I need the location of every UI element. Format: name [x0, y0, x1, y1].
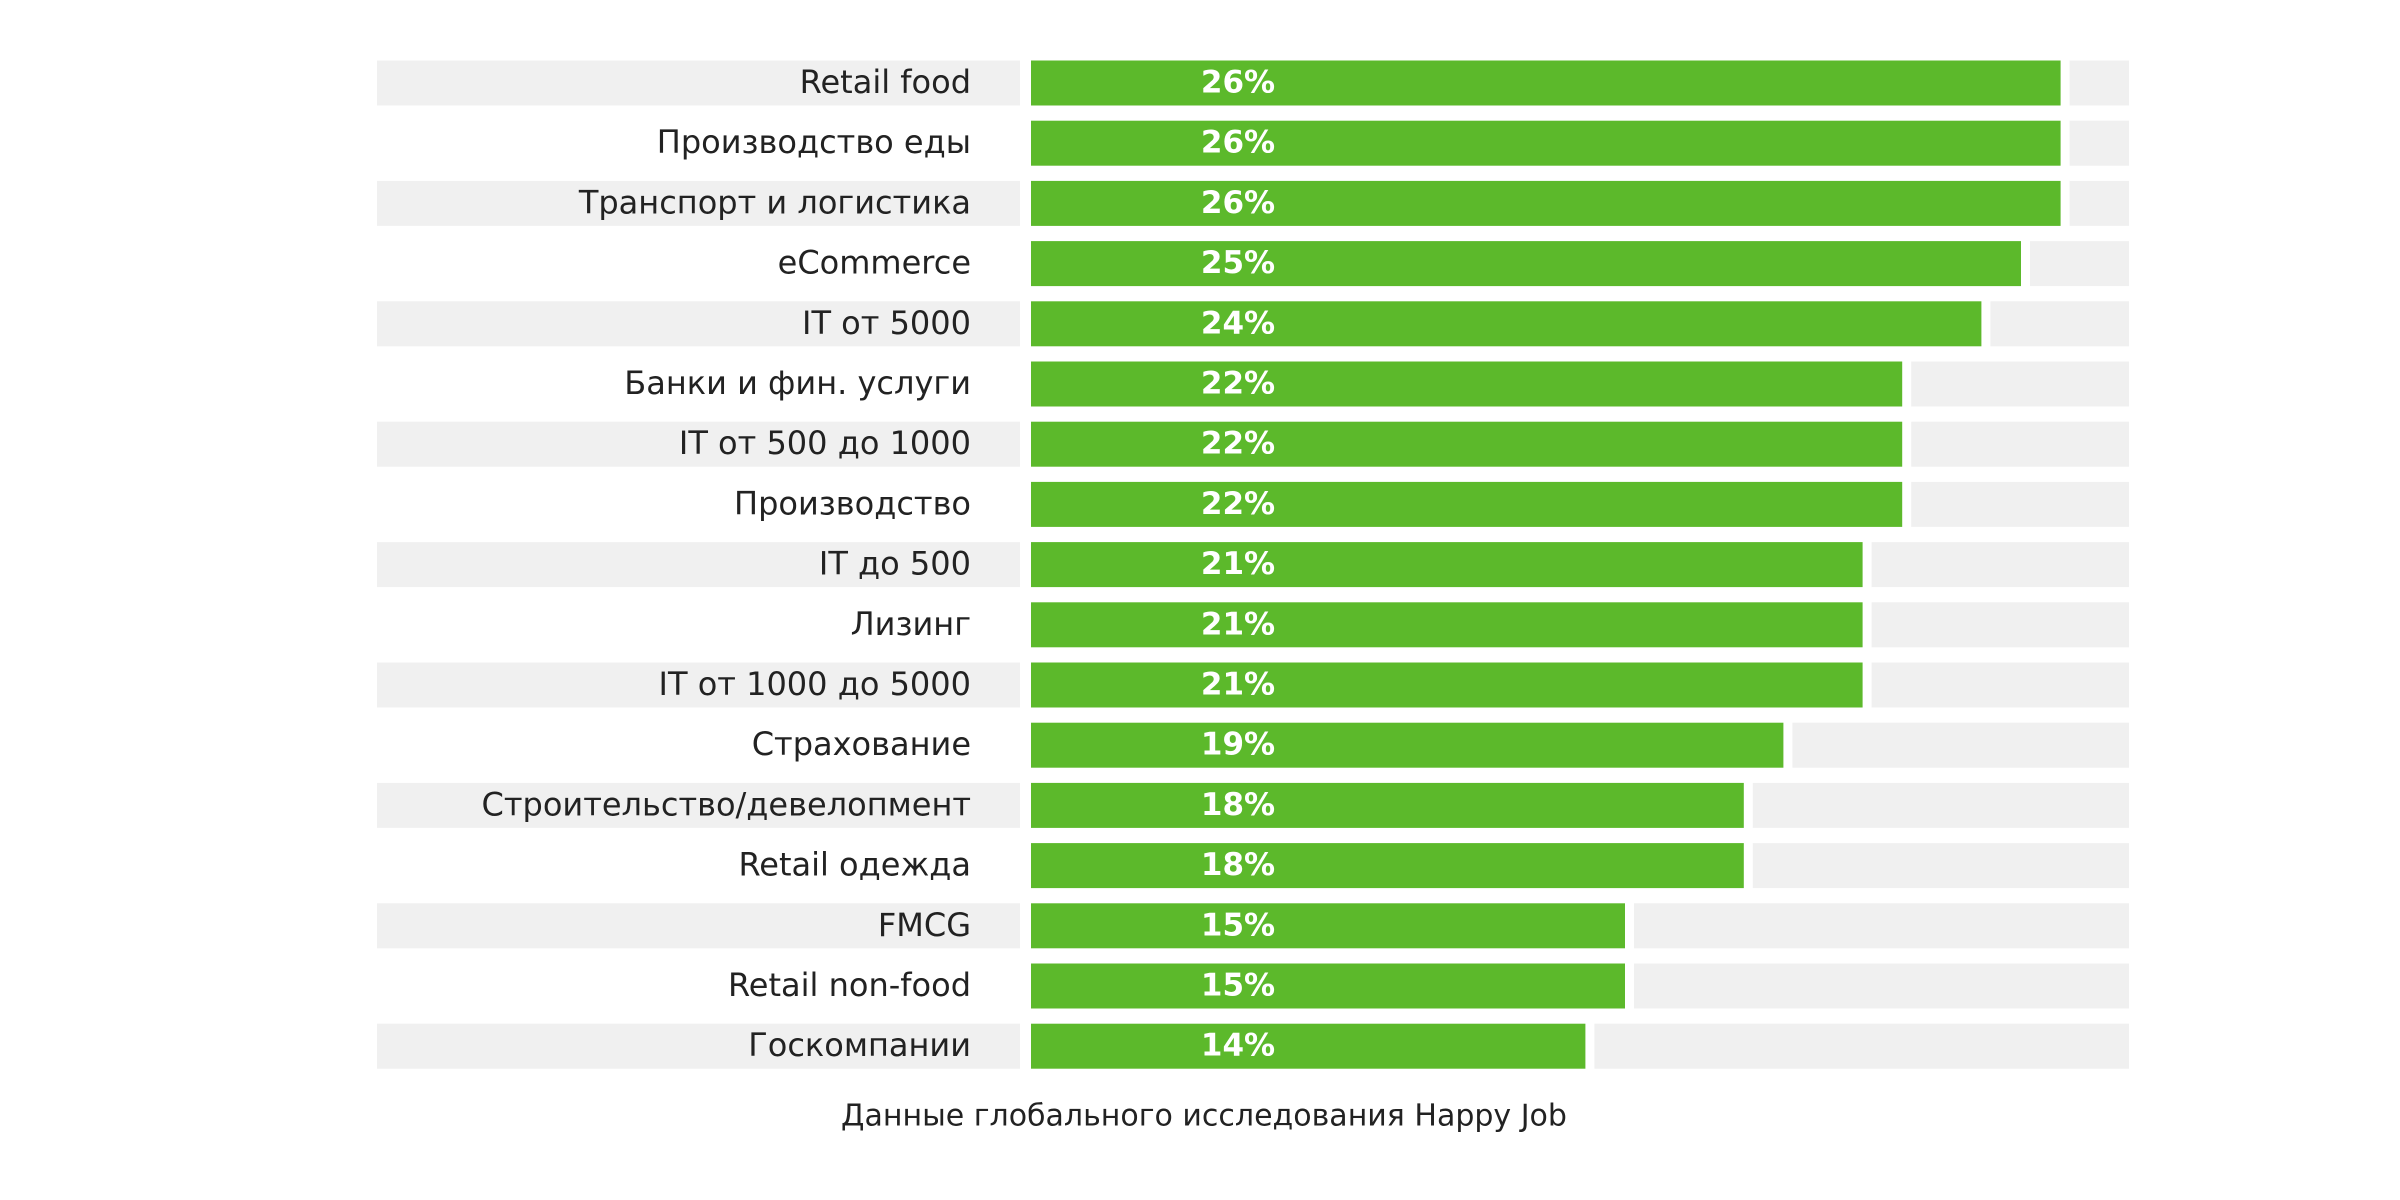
bar: [1031, 180, 2061, 226]
category-label: Производство: [734, 484, 971, 522]
bar-track: [1871, 542, 2129, 588]
value-label: 24%: [1201, 305, 1275, 341]
bar: [1031, 602, 1863, 648]
bar: [1031, 361, 1903, 407]
bar-track: [1911, 361, 2129, 407]
bar-track: [1594, 1023, 2129, 1069]
bar-track: [1792, 722, 2129, 768]
label-stripe: [377, 903, 1020, 949]
bar-track: [2069, 120, 2129, 166]
bar-track: [1634, 903, 2129, 949]
bar: [1031, 120, 2061, 166]
value-label: 21%: [1201, 606, 1275, 642]
bar: [1031, 843, 1744, 889]
bar: [1031, 421, 1903, 467]
bar-track: [1990, 301, 2129, 347]
label-stripe: [377, 782, 1020, 828]
value-label: 21%: [1201, 667, 1275, 703]
bar: [1031, 722, 1784, 768]
category-label: IT от 5000: [802, 304, 971, 342]
value-label: 14%: [1201, 1028, 1275, 1064]
value-label: 21%: [1201, 546, 1275, 582]
bar-track: [1871, 662, 2129, 708]
bar-track: [2069, 180, 2129, 226]
label-stripe: [377, 180, 1020, 226]
label-stripe: [377, 301, 1020, 347]
value-label: 18%: [1201, 787, 1275, 823]
value-label: 19%: [1201, 727, 1275, 763]
value-label: 15%: [1201, 968, 1275, 1004]
category-label: Производство еды: [657, 123, 971, 161]
category-label: Банки и фин. услуги: [624, 364, 971, 402]
category-label: Госкомпании: [748, 1026, 971, 1064]
label-stripe: [377, 662, 1020, 708]
category-label: Страхование: [752, 725, 971, 763]
bar: [1031, 1023, 1586, 1069]
category-label: FMCG: [878, 906, 971, 944]
value-label: 22%: [1201, 486, 1275, 522]
label-stripe: [377, 542, 1020, 588]
value-label: 18%: [1201, 847, 1275, 883]
bar-track: [2069, 60, 2129, 106]
chart-caption: Данные глобального исследования Happy Jo…: [841, 1099, 1567, 1134]
category-label: Транспорт и логистика: [578, 183, 971, 221]
value-label: 22%: [1201, 426, 1275, 462]
bar-track: [1752, 843, 2129, 889]
category-label: Retail food: [800, 63, 971, 101]
category-label: IT от 1000 до 5000: [659, 665, 971, 703]
bar: [1031, 662, 1863, 708]
label-stripe: [377, 421, 1020, 467]
category-label: eCommerce: [778, 244, 971, 282]
bar-track: [1911, 421, 2129, 467]
bar: [1031, 481, 1903, 527]
value-label: 22%: [1201, 366, 1275, 402]
category-label: Строительство/девелопмент: [482, 785, 971, 823]
bar-track: [1752, 782, 2129, 828]
value-label: 26%: [1201, 65, 1275, 101]
value-label: 15%: [1201, 907, 1275, 943]
category-label: IT до 500: [819, 545, 971, 583]
bar: [1031, 542, 1863, 588]
value-label: 25%: [1201, 245, 1275, 281]
bar: [1031, 241, 2021, 287]
bar: [1031, 782, 1744, 828]
bar: [1031, 903, 1625, 949]
bar: [1031, 60, 2061, 106]
bar-track: [2030, 241, 2129, 287]
bar-track: [1871, 602, 2129, 648]
category-label: Лизинг: [851, 605, 971, 643]
value-label: 26%: [1201, 185, 1275, 221]
bar: [1031, 963, 1625, 1009]
category-label: Retail non-food: [728, 966, 971, 1004]
label-stripe: [377, 1023, 1020, 1069]
bar: [1031, 301, 1982, 347]
label-stripe: [377, 60, 1020, 106]
value-label: 26%: [1201, 125, 1275, 161]
bar-track: [1634, 963, 2129, 1009]
category-label: Retail одежда: [738, 846, 971, 884]
bar-track: [1911, 481, 2129, 527]
category-label: IT от 500 до 1000: [679, 424, 971, 462]
